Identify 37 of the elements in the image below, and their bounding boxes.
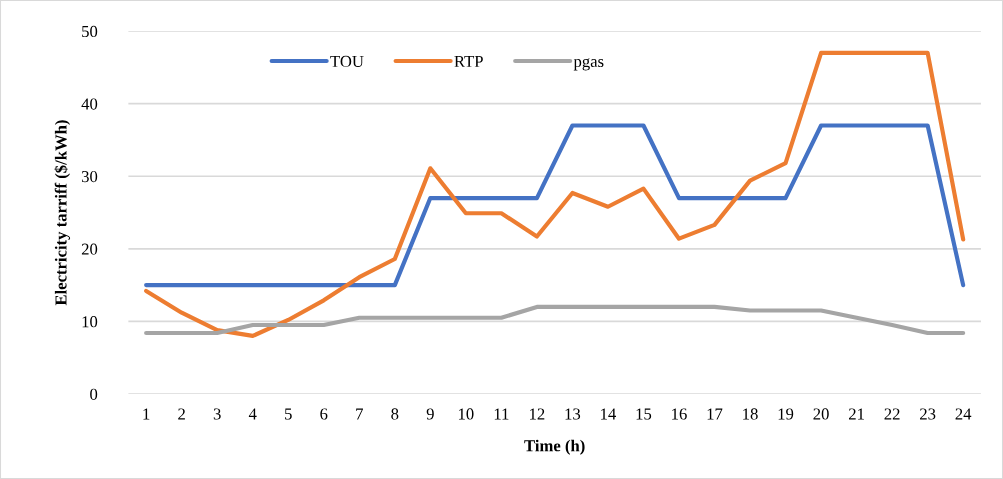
y-axis-title: Electricity tarriff ($/kWh) <box>54 120 71 306</box>
x-tick-label: 3 <box>213 408 221 420</box>
y-tick-label: 50 <box>82 25 98 38</box>
legend-label: pgas <box>573 58 604 71</box>
x-tick-label: 9 <box>426 408 434 420</box>
x-tick-label: 8 <box>391 408 399 420</box>
line-series <box>144 304 966 336</box>
x-tick-label: 17 <box>707 408 723 420</box>
x-tick-label: 22 <box>884 408 900 420</box>
x-tick-label: 13 <box>565 408 581 420</box>
x-tick-label: 1 <box>143 408 150 420</box>
x-tick-label: 6 <box>320 408 328 420</box>
legend-label: RTP <box>454 55 483 67</box>
x-tick-label: 24 <box>955 408 972 420</box>
x-tick-label: 21 <box>849 408 864 420</box>
x-tick-label: 5 <box>285 408 292 420</box>
x-tick-label: 20 <box>813 408 829 420</box>
y-tick-label: 0 <box>90 388 98 400</box>
y-tick-label: 20 <box>81 243 98 255</box>
x-tick-label: 2 <box>178 408 185 420</box>
line-series <box>144 50 966 339</box>
y-tick-label: 10 <box>82 316 98 328</box>
x-tick-label: 15 <box>636 408 652 420</box>
x-tick-label: 23 <box>920 408 936 420</box>
x-tick-label: 10 <box>458 408 474 420</box>
x-tick-label: 4 <box>248 408 257 420</box>
y-tick-label: 30 <box>81 170 98 183</box>
x-tick-label: 12 <box>530 408 545 420</box>
y-tick-label: 40 <box>81 98 98 110</box>
x-tick-label: 16 <box>672 408 687 420</box>
x-tick-label: 19 <box>778 408 794 420</box>
x-tick-label: 18 <box>743 408 758 420</box>
x-tick-label: 7 <box>356 408 363 420</box>
x-tick-label: 11 <box>494 408 509 420</box>
x-axis-title: Time (h) <box>524 439 585 455</box>
x-tick-label: 14 <box>601 408 617 420</box>
legend-label: TOU <box>330 55 364 68</box>
